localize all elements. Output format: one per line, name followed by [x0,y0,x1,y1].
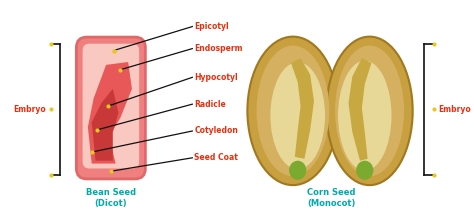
Text: Corn Seed
(Monocot): Corn Seed (Monocot) [307,188,356,208]
Text: Embryo: Embryo [438,105,471,114]
Polygon shape [88,62,132,164]
Text: Hypocotyl: Hypocotyl [194,73,238,82]
FancyBboxPatch shape [82,44,139,168]
Polygon shape [291,58,314,159]
Ellipse shape [327,37,413,185]
Text: Seed Coat: Seed Coat [194,153,238,162]
Text: Bean Seed
(Dicot): Bean Seed (Dicot) [86,188,136,208]
Polygon shape [348,58,372,161]
Polygon shape [91,89,118,161]
Ellipse shape [356,161,374,180]
FancyBboxPatch shape [76,37,146,179]
Ellipse shape [338,61,392,171]
Ellipse shape [256,46,329,176]
Text: Cotyledon: Cotyledon [194,127,238,135]
Ellipse shape [247,37,338,185]
Text: Radicle: Radicle [194,100,226,109]
Text: Endosperm: Endosperm [194,44,243,53]
Ellipse shape [289,161,306,180]
Ellipse shape [335,46,404,176]
Ellipse shape [270,62,325,169]
Text: Epicotyl: Epicotyl [194,22,229,31]
Text: Embryo: Embryo [13,105,46,114]
